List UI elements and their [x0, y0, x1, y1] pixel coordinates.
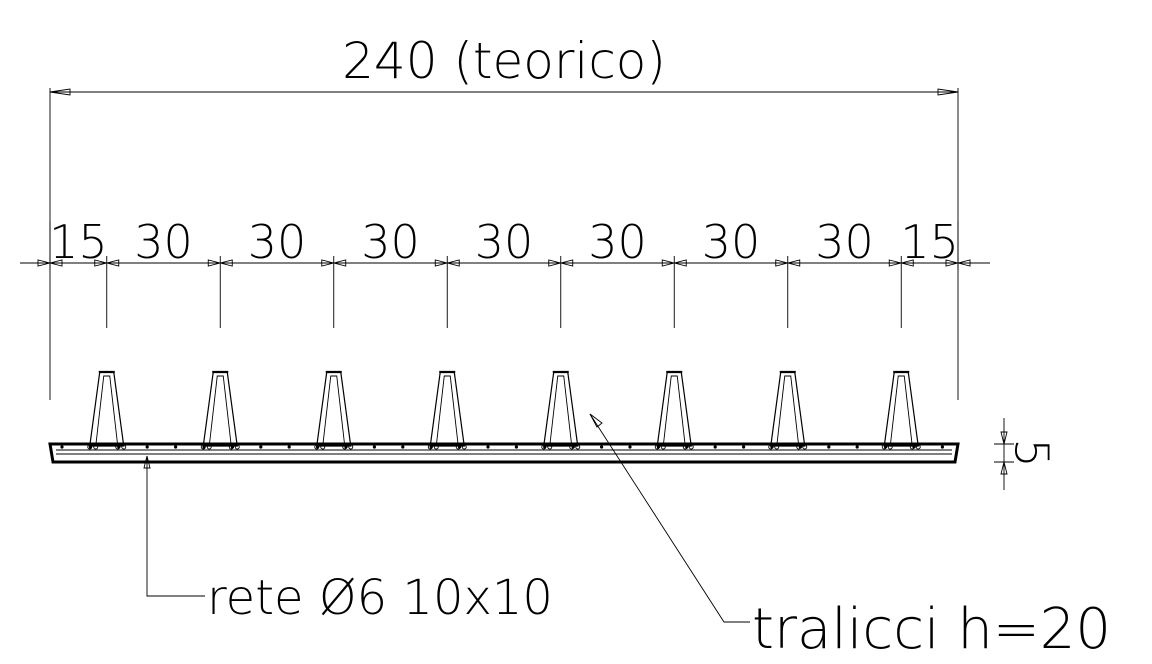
truss-group: [87, 370, 921, 450]
spacing-label: 30: [134, 215, 193, 269]
thickness-label: 5: [1005, 438, 1059, 467]
truss: [314, 370, 354, 450]
spacing-label: 15: [49, 215, 108, 269]
spacing-label: 30: [475, 215, 534, 269]
truss-callout-label: tralicci h=20: [752, 597, 1111, 662]
mesh-callout: rete Ø6 10x10: [143, 455, 553, 626]
slab-outline: [48, 442, 960, 464]
truss: [881, 370, 921, 450]
truss: [654, 370, 694, 450]
spacing-label: 30: [702, 215, 761, 269]
truss-callout: tralicci h=20: [589, 413, 1111, 662]
truss: [87, 370, 127, 450]
truss: [200, 370, 240, 450]
slab: [48, 442, 960, 464]
spacing-label: 30: [248, 215, 307, 269]
overall-dimension: 240 (teorico): [49, 32, 959, 400]
thickness-dimension: 5: [994, 418, 1059, 490]
truss: [768, 370, 808, 450]
mesh-callout-label: rete Ø6 10x10: [207, 570, 553, 626]
truss: [541, 370, 581, 450]
spacing-label: 30: [815, 215, 874, 269]
spacing-dimension-chain: 15 30 30 30 30 30 30 30 15: [20, 215, 990, 328]
spacing-ticks: [37, 222, 971, 328]
spacing-label: 15: [900, 215, 959, 269]
spacing-label: 30: [361, 215, 420, 269]
spacing-label: 30: [588, 215, 647, 269]
overall-dimension-label: 240 (teorico): [342, 32, 666, 90]
mesh-dots: [60, 445, 945, 449]
truss: [427, 370, 467, 450]
spacing-labels: 15 30 30 30 30 30 30 30 15: [49, 215, 959, 269]
